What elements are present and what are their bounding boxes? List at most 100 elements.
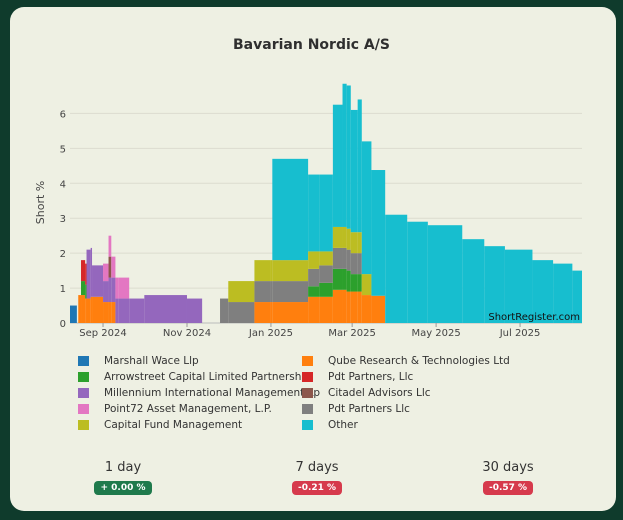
- bar-segment: [228, 302, 255, 323]
- bar-segment: [319, 265, 333, 283]
- legend-label: Citadel Advisors Llc: [328, 387, 431, 399]
- bar-segment: [332, 247, 343, 269]
- bar-segment: [85, 263, 87, 285]
- bar-segment: [346, 270, 351, 292]
- bar-segment: [308, 296, 320, 323]
- bar-segment: [361, 295, 372, 323]
- bar-segment: [81, 260, 86, 282]
- legend-swatch: [78, 356, 89, 366]
- bar-segment: [254, 302, 271, 323]
- bar-segment: [118, 277, 130, 299]
- bar-segment: [484, 246, 505, 323]
- y-tick-label: 5: [60, 144, 66, 155]
- bar-segment: [78, 295, 82, 323]
- bar-segment: [129, 298, 145, 323]
- bar-segment: [308, 251, 320, 269]
- bar-segment: [462, 239, 485, 323]
- bar-segment: [108, 235, 112, 257]
- short-position-chart: 0 1 2 3 4 5 6 Short % Sep 2024 Nov 2024 Jan 2025 Ma…: [34, 83, 582, 339]
- bar-segment: [272, 302, 309, 323]
- bar-segment: [228, 281, 255, 303]
- chart-title: Bavarian Nordic A/S: [233, 37, 390, 53]
- bar-segment: [111, 277, 116, 303]
- bar-segment: [332, 226, 343, 248]
- bar-segment: [220, 298, 229, 323]
- legend-label: Qube Research & Technologies Ltd: [328, 355, 510, 367]
- bar-segment: [332, 289, 343, 323]
- bar-segment: [115, 277, 119, 299]
- legend-swatch: [302, 388, 313, 398]
- bar-segment: [108, 302, 112, 323]
- bar-segment: [85, 298, 87, 323]
- bar-segment: [308, 286, 320, 297]
- bar-segment: [254, 281, 271, 303]
- legend-label: Other: [328, 419, 358, 431]
- bar-segment: [342, 247, 347, 269]
- bar-segment: [371, 170, 386, 296]
- bar-segment: [118, 298, 130, 323]
- stat-change-badge: -0.57 %: [482, 481, 534, 495]
- bar-segment: [86, 298, 91, 323]
- y-tick-label: 6: [60, 109, 66, 120]
- bar-segment: [357, 274, 362, 292]
- bar-segment: [346, 85, 351, 229]
- watermark-text: ShortRegister.com: [488, 312, 580, 323]
- bar-segment: [504, 249, 533, 323]
- stat-change-badge: + 0.00 %: [94, 481, 152, 495]
- bar-segment: [346, 291, 351, 323]
- stat-2: 30 days -0.57 %: [453, 460, 563, 495]
- y-tick-label: 0: [60, 319, 66, 330]
- bar-segment: [319, 174, 333, 252]
- y-tick-label: 4: [60, 179, 66, 190]
- legend-label: Arrowstreet Capital Limited Partnership: [104, 371, 311, 383]
- y-axis-label: Short %: [34, 181, 47, 224]
- bar-segment: [346, 228, 351, 250]
- bar-segment: [186, 298, 203, 323]
- bar-segment: [270, 281, 273, 303]
- bar-segment: [111, 302, 116, 323]
- bar-segment: [407, 221, 428, 323]
- legend-swatch: [78, 388, 89, 398]
- bar-segment: [86, 249, 91, 299]
- bar-segment: [350, 274, 358, 292]
- legend-swatch: [78, 372, 89, 382]
- legend-swatch: [78, 420, 89, 430]
- bar-segment: [308, 174, 320, 252]
- bar-segment: [350, 253, 358, 275]
- bar-segment: [103, 302, 109, 323]
- legend-label: Marshall Wace Llp: [104, 355, 199, 367]
- bar-segment: [81, 281, 86, 296]
- legend-label: Millennium International Management Lp: [104, 387, 321, 399]
- bar-segment: [115, 298, 119, 323]
- bar-segment: [357, 232, 362, 254]
- bar-segment: [332, 104, 343, 227]
- bar-segment: [532, 260, 554, 323]
- bar-segment: [254, 260, 271, 282]
- bar-segment: [308, 268, 320, 287]
- bar-segment: [342, 268, 347, 290]
- x-tick-label: Jul 2025: [499, 328, 541, 339]
- bar-segment: [103, 263, 109, 282]
- bar-segment: [90, 296, 93, 323]
- bar-segment: [350, 291, 358, 323]
- bar-segment: [350, 109, 358, 233]
- bar-segment: [342, 289, 347, 323]
- stat-label: 1 day: [104, 460, 142, 475]
- bar-segment: [272, 158, 309, 261]
- y-tick-label: 3: [60, 214, 66, 225]
- bar-segment: [270, 260, 273, 282]
- legend-label: Pdt Partners Llc: [328, 403, 410, 415]
- x-tick-label: May 2025: [411, 328, 460, 339]
- bar-segment: [361, 141, 372, 275]
- bar-segment: [272, 281, 309, 303]
- bar-segment: [108, 256, 112, 278]
- bar-segment: [357, 291, 362, 323]
- bar-segment: [70, 305, 77, 323]
- legend-label: Capital Fund Management: [104, 419, 243, 431]
- y-tick-label: 2: [60, 249, 66, 260]
- x-tick-label: Nov 2024: [163, 328, 211, 339]
- bar-segment: [270, 302, 273, 323]
- stat-label: 7 days: [295, 460, 339, 475]
- bar-segment: [572, 270, 582, 323]
- bar-segment: [81, 295, 86, 323]
